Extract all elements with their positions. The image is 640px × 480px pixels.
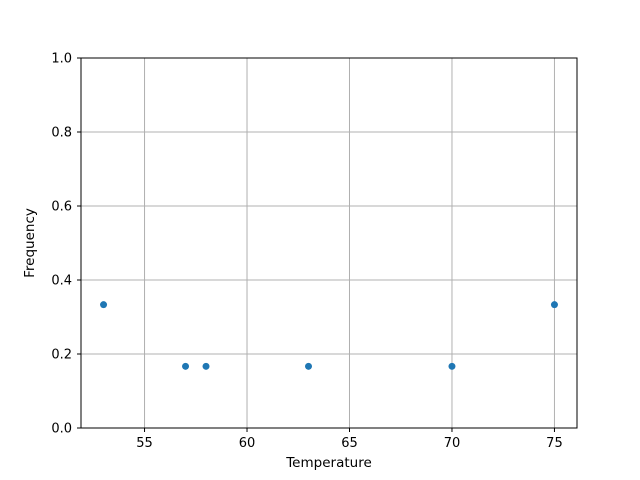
x-tick-label: 55 [136,436,153,451]
data-point [182,362,190,370]
x-tick-label: 60 [239,436,256,451]
x-axis-label: Temperature [285,455,372,471]
data-point [100,301,108,309]
y-tick-label: 0.2 [51,348,72,363]
y-tick-label: 0.4 [51,274,72,289]
y-tick-label: 0.0 [51,422,72,437]
data-point [202,362,210,370]
axes-frame [80,57,578,429]
x-tick-label: 75 [546,436,563,451]
data-point [550,301,558,309]
x-tick-label: 65 [341,436,358,451]
y-tick-label: 0.6 [51,200,72,215]
y-tick-label: 1.0 [51,52,72,67]
tick-layer: 55 60 65 70 75 0.0 0.2 0.4 0.6 0.8 1.0 [51,52,562,452]
data-point [305,362,313,370]
grid-layer [81,57,577,429]
y-axis-label: Frequency [22,208,38,278]
data-point [448,362,456,370]
data-point-layer [100,301,558,370]
y-tick-label: 0.8 [51,126,72,141]
x-tick-label: 70 [444,436,461,451]
